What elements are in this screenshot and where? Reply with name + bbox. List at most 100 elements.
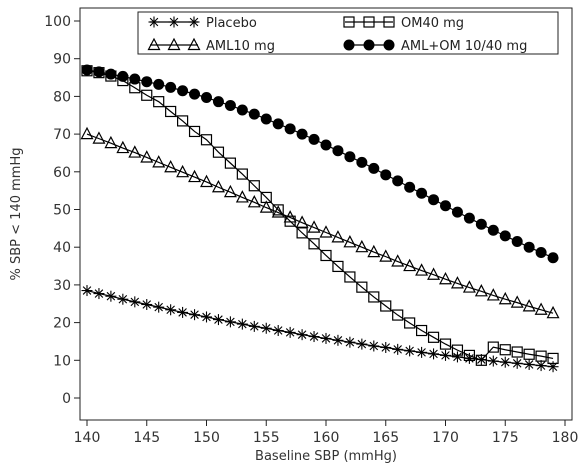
- data-point: [368, 340, 380, 352]
- data-point: [403, 258, 417, 272]
- data-point: [153, 78, 165, 90]
- x-tick-label: 160: [313, 430, 340, 446]
- x-tick-label: 145: [133, 430, 160, 446]
- data-point: [499, 230, 511, 242]
- data-point: [212, 314, 224, 326]
- y-tick-label: 40: [53, 240, 71, 256]
- data-point: [248, 180, 260, 192]
- legend-item-2: AML10 mg: [147, 37, 275, 54]
- data-point: [487, 341, 499, 353]
- data-point: [535, 350, 547, 362]
- data-point: [546, 305, 560, 319]
- data-point: [344, 151, 356, 163]
- data-point: [212, 96, 224, 108]
- data-point: [499, 356, 511, 368]
- data-point: [367, 244, 381, 258]
- y-tick-label: 60: [53, 165, 71, 181]
- data-point: [344, 336, 356, 348]
- data-point: [475, 218, 487, 230]
- legend-marker: [343, 16, 355, 28]
- data-point: [189, 88, 201, 100]
- data-point: [224, 99, 236, 111]
- legend-item-3: AML+OM 10/40 mg: [343, 39, 527, 54]
- data-point: [296, 227, 308, 239]
- data-point: [523, 358, 535, 370]
- x-tick-label: 140: [74, 430, 101, 446]
- data-point: [451, 344, 464, 356]
- data-point: [129, 73, 141, 85]
- data-point: [81, 285, 93, 297]
- data-point: [223, 184, 237, 198]
- data-point: [283, 210, 297, 223]
- plot-frame: [79, 7, 573, 421]
- data-point: [284, 326, 296, 338]
- data-point: [534, 302, 548, 315]
- y-axis-title: % SBP < 140 mmHg: [9, 148, 24, 281]
- data-point: [380, 300, 392, 312]
- data-point: [211, 179, 225, 193]
- data-point: [153, 96, 165, 108]
- data-point: [547, 361, 559, 373]
- data-point: [92, 131, 106, 144]
- data-point: [535, 246, 547, 258]
- data-point: [177, 115, 189, 127]
- data-point: [343, 235, 357, 248]
- series-2: [80, 126, 560, 319]
- data-point: [368, 291, 380, 303]
- data-point: [547, 252, 559, 264]
- data-point: [547, 352, 559, 365]
- legend-marker: [363, 39, 375, 51]
- data-point: [380, 169, 392, 181]
- data-point: [344, 271, 356, 283]
- legend-label: OM40 mg: [401, 16, 464, 31]
- data-point: [128, 145, 142, 158]
- data-point: [248, 320, 260, 332]
- data-point: [176, 164, 190, 178]
- data-point: [440, 349, 451, 361]
- x-tick-label: 150: [193, 430, 220, 446]
- data-point: [392, 175, 404, 187]
- series-line: [86, 69, 554, 259]
- series-3: [81, 64, 559, 264]
- data-point: [164, 159, 178, 173]
- legend-label: AML10 mg: [206, 39, 275, 54]
- legend-marker: [343, 39, 355, 51]
- data-point: [428, 348, 440, 360]
- data-point: [463, 212, 475, 224]
- data-point: [404, 317, 416, 329]
- legend-marker: [383, 16, 395, 28]
- data-point: [511, 346, 523, 358]
- data-point: [416, 346, 428, 358]
- data-point: [189, 309, 201, 321]
- data-point: [428, 194, 440, 206]
- legend-marker: [148, 16, 160, 28]
- y-tick-label: 90: [53, 52, 71, 68]
- data-point: [295, 215, 309, 228]
- data-point: [380, 341, 392, 353]
- data-point: [451, 206, 463, 218]
- data-point: [272, 325, 284, 337]
- data-point: [427, 267, 441, 280]
- data-point: [416, 187, 428, 199]
- legend-label: AML+OM 10/40 mg: [401, 39, 527, 54]
- data-point: [486, 288, 500, 301]
- data-point: [140, 150, 154, 163]
- data-point: [284, 123, 296, 135]
- data-point: [475, 354, 487, 366]
- data-point: [523, 348, 535, 360]
- data-point: [487, 355, 499, 367]
- legend-marker: [167, 37, 181, 51]
- data-point: [439, 338, 452, 350]
- y-tick-label: 10: [53, 353, 71, 369]
- x-tick-label: 175: [492, 430, 519, 446]
- series-line: [86, 289, 554, 368]
- legend-item-0: Placebo: [148, 16, 257, 31]
- data-point: [368, 162, 380, 174]
- data-point: [177, 85, 189, 97]
- data-point: [523, 241, 535, 253]
- data-point: [236, 168, 248, 180]
- data-point: [463, 352, 475, 364]
- data-point: [235, 190, 249, 203]
- data-point: [105, 68, 117, 80]
- data-point: [379, 249, 393, 262]
